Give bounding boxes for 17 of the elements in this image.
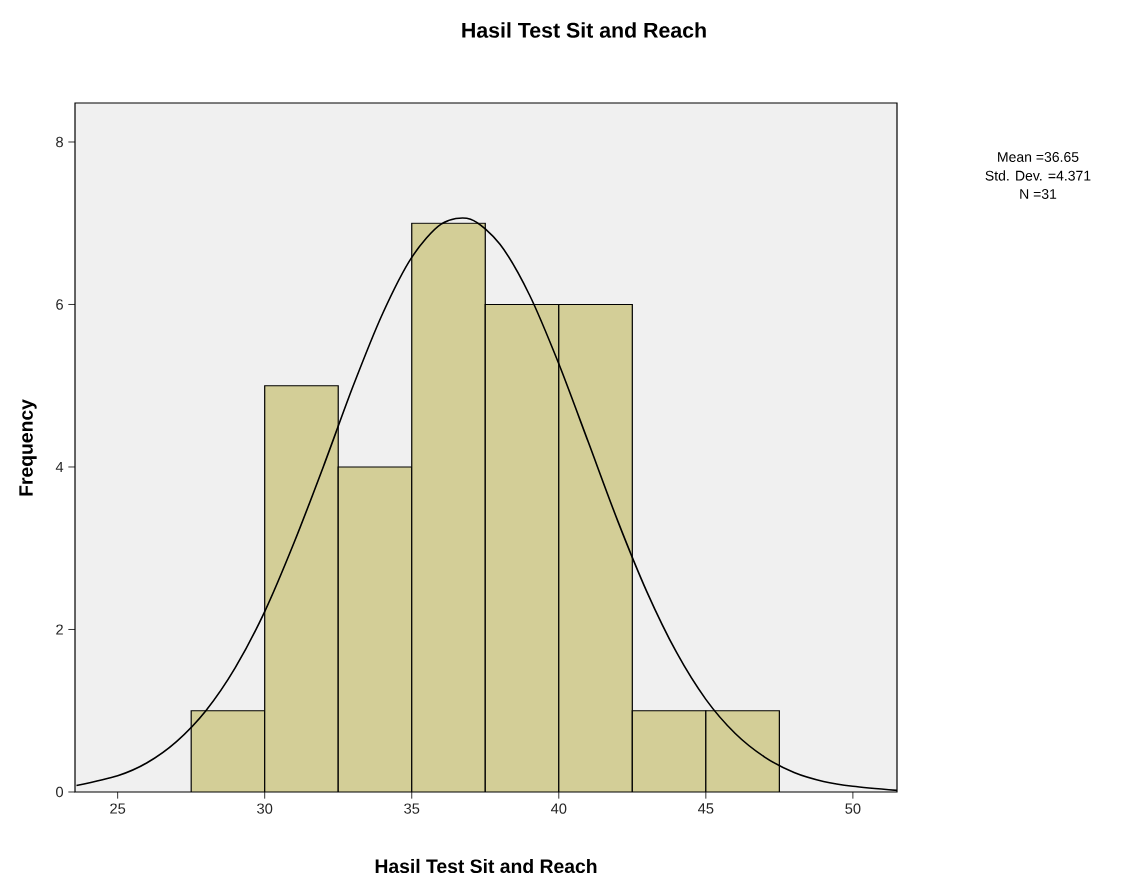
x-tick-label: 25 — [110, 803, 126, 814]
y-tick-label: 0 — [56, 786, 64, 798]
chart-title: Hasil Test Sit and Reach — [462, 22, 706, 38]
x-tick-label: 50 — [845, 803, 861, 814]
x-tick-label: 30 — [257, 803, 273, 814]
text: Std. Dev. =4.371 — [985, 170, 1091, 181]
x-axis-title: Hasil Test Sit and Reach — [375, 858, 597, 874]
y-axis-title: Frequency — [19, 399, 37, 496]
x-tick-label: 40 — [550, 803, 567, 814]
y-tick-label: 4 — [55, 461, 64, 473]
y-tick-label: 6 — [56, 299, 63, 310]
y-tick-label: 8 — [56, 136, 63, 148]
y-tick-label: 2 — [56, 624, 63, 635]
text: Mean =36.65 — [998, 152, 1079, 162]
x-tick-label: 45 — [698, 803, 714, 814]
x-tick-label: 35 — [404, 803, 420, 814]
text: N =31 — [1020, 189, 1057, 199]
